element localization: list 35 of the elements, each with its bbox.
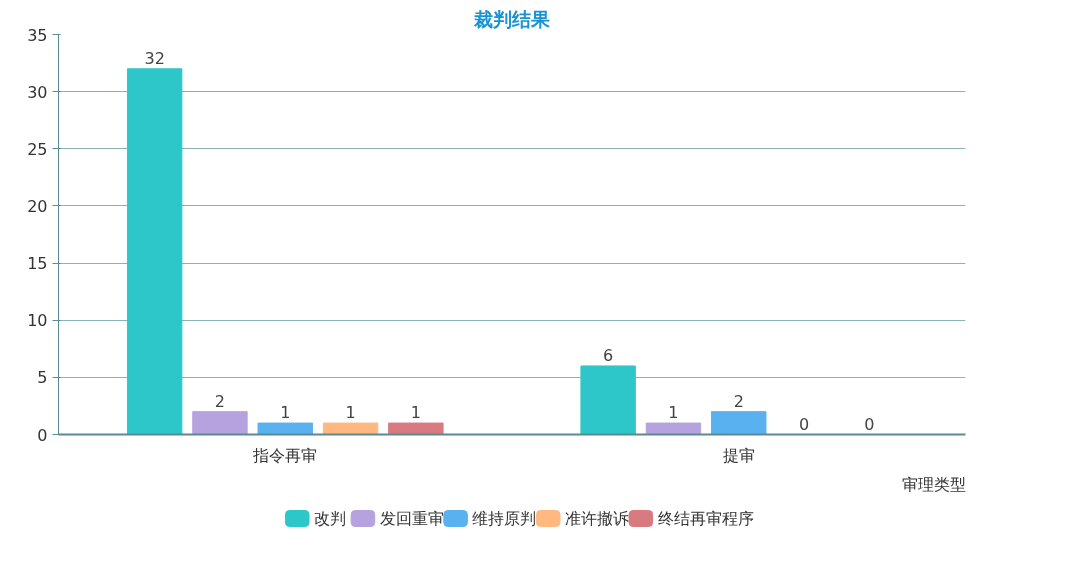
y-tick-label: 10 [27,311,48,331]
legend-label: 准许撤诉 [565,509,630,528]
legend-label: 改判 [314,509,347,528]
legend-label: 发回重审 [379,509,444,528]
bar [192,411,248,435]
data-label: 1 [345,403,356,423]
bar [580,365,636,435]
bar [322,422,379,435]
x-axis-title: 审理类型 [901,474,966,494]
y-tick-label: 20 [27,196,48,216]
data-label: 0 [864,414,875,434]
bar [645,422,702,435]
y-tick-label: 5 [37,368,48,388]
data-label: 1 [280,403,291,423]
x-tick-label: 指令再审 [252,445,318,465]
chart-title: 裁判结果 [473,7,551,30]
data-label: 1 [668,403,679,423]
y-tick-label: 30 [27,82,48,102]
data-label: 0 [798,414,810,434]
bar [711,411,767,435]
data-label: 6 [603,345,614,365]
data-label: 32 [144,48,165,68]
bar [126,68,183,435]
legend-label: 终结再审程序 [657,509,754,528]
data-label: 2 [733,391,744,411]
data-label: 1 [410,403,421,423]
data-label: 2 [214,391,226,411]
bar [388,422,444,435]
legend-label: 维持原判 [472,509,537,528]
x-tick-label: 提审 [722,445,755,465]
y-tick-label: 25 [27,139,48,159]
bar [257,422,313,435]
y-tick-label: 15 [27,254,48,274]
y-tick-label: 35 [27,25,48,45]
y-tick-label: 0 [37,425,48,445]
